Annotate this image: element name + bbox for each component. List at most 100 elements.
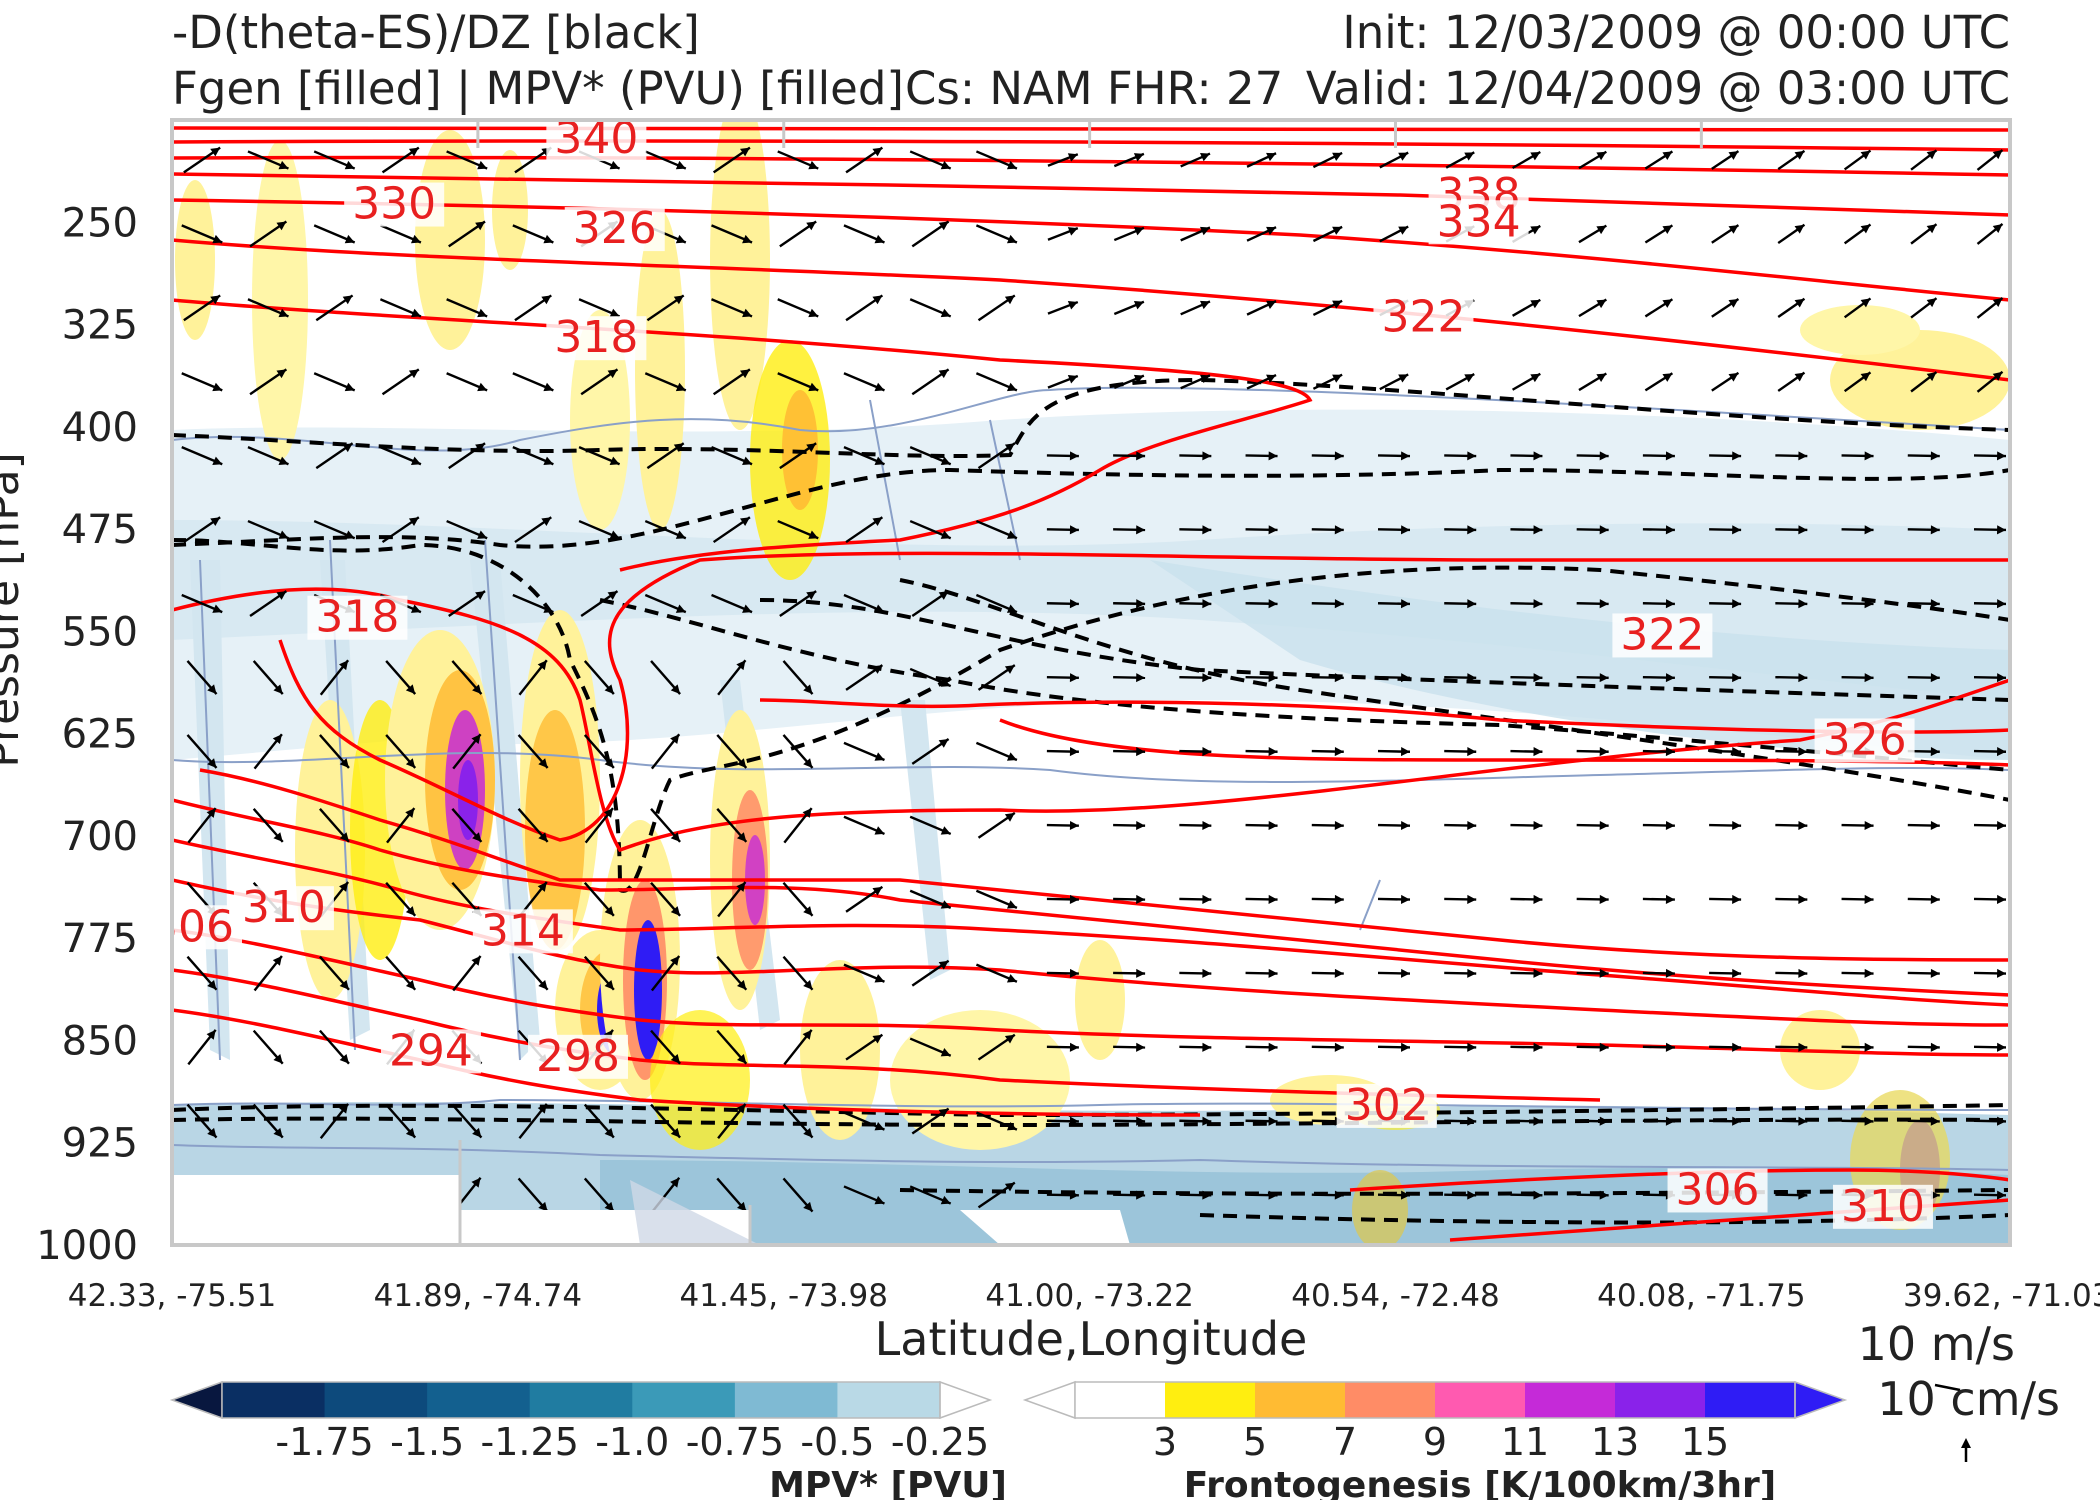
wind-vector-head <box>940 678 951 687</box>
wind-vector-head <box>1004 1034 1015 1044</box>
wind-vector-head <box>1332 300 1343 309</box>
wind-vector-head <box>472 832 482 842</box>
wind-vector-head <box>1930 820 1940 831</box>
colorbar-segment <box>1705 1382 1796 1418</box>
wind-vector-head <box>1533 1116 1543 1126</box>
wind-vector-head <box>1467 1190 1477 1200</box>
wind-vector-head <box>736 1103 746 1114</box>
wind-vector-head <box>803 980 813 990</box>
wind-vector-head <box>607 369 618 379</box>
wind-vector-head <box>1067 374 1078 384</box>
wind-vector-head <box>1996 968 2006 978</box>
wind-vector-head <box>1136 599 1146 609</box>
colorbar-segment <box>1435 1382 1526 1418</box>
wind-vector-head <box>210 517 221 526</box>
theta-label: 330 <box>352 179 436 230</box>
wind-vector-head <box>1996 820 2006 831</box>
wind-vector-head <box>940 1195 951 1205</box>
wind-vector-head <box>938 369 949 379</box>
title-line-2: Fgen [filled] | MPV* (PVU) [filled] <box>172 62 904 115</box>
wind-vector-head <box>543 604 554 613</box>
wind-vector-head <box>806 591 817 600</box>
wind-vector-head <box>339 1103 349 1114</box>
theta-label: 298 <box>536 1031 620 1082</box>
wind-vector-head <box>273 1053 283 1064</box>
wind-vector-head <box>273 832 283 842</box>
wind-vector-head <box>405 906 416 916</box>
wind-vector-head <box>1202 1116 1212 1126</box>
wind-vector-head <box>1864 820 1874 831</box>
wind-vector-head <box>1398 152 1409 161</box>
wind-vector-head <box>410 604 421 613</box>
wind-vector-head <box>278 530 289 539</box>
wind-vector-head <box>1794 372 1805 382</box>
theta-label-bg <box>344 182 445 227</box>
wind-vector-head <box>1599 747 1609 757</box>
wind-vector-head <box>940 1048 951 1057</box>
theta-label-bg <box>1814 718 1915 763</box>
valid-time: Valid: 12/04/2009 @ 03:00 UTC <box>1305 62 2010 115</box>
wind-vector-head <box>1136 525 1146 535</box>
wind-vector-head <box>1334 1042 1344 1052</box>
theta-label: 310 <box>1841 1181 1925 1232</box>
wind-vector-head <box>1992 297 2003 307</box>
wind-vector-head <box>1006 234 1017 244</box>
y-tick-label: 325 <box>62 303 138 349</box>
vector-ref-vertical-arrow <box>1961 1438 1971 1462</box>
wind-vector-head <box>737 980 747 990</box>
wind-vector-head <box>874 1121 885 1131</box>
wind-vector-head <box>740 147 750 157</box>
frontogenesis-shading <box>175 120 2010 1245</box>
wind-vector-head <box>1067 301 1078 310</box>
wind-vector-head <box>472 1127 482 1138</box>
wind-vector-head <box>1199 300 1210 310</box>
wind-vector-head <box>1926 372 1937 382</box>
colorbar-segment <box>1255 1382 1346 1418</box>
wind-vector-head <box>1006 604 1017 613</box>
colorbar-tick-label: 5 <box>1243 1420 1267 1464</box>
wind-vector-head <box>603 808 614 818</box>
wind-vector-head <box>1665 525 1675 535</box>
wind-vector-head <box>1864 525 1874 535</box>
wind-vector-head <box>1732 525 1742 535</box>
wind-vector-head <box>273 684 283 695</box>
wind-vector-head <box>1133 300 1144 310</box>
wind-vector-head <box>1004 295 1015 305</box>
wind-vector-head <box>1069 599 1079 609</box>
wind-vector-head <box>1798 747 1808 757</box>
wind-vector-head <box>1069 1116 1079 1126</box>
wind-vector-head <box>940 456 951 465</box>
wind-vector-head <box>874 1195 885 1205</box>
wind-vector-head <box>604 980 614 990</box>
wind-vector-head <box>1599 673 1609 683</box>
wind-vector-head <box>1533 1042 1543 1052</box>
wind-vector-head <box>1996 747 2006 757</box>
wind-vector-head <box>1732 1116 1742 1126</box>
wind-vector-head <box>604 1127 614 1138</box>
wind-vector-head <box>477 530 488 539</box>
wind-vector-head <box>1202 894 1212 904</box>
theta-label-bg <box>1428 200 1529 245</box>
wind-vector-head <box>670 734 680 744</box>
colorbar-tick-label: -0.75 <box>686 1420 784 1464</box>
wind-vector-head <box>1860 298 1871 308</box>
wind-vector-head <box>1732 894 1742 904</box>
wind-vector-head <box>1599 1042 1609 1052</box>
wind-vector-head <box>206 1029 216 1040</box>
wind-vector-head <box>1599 451 1609 461</box>
wind-vector-head <box>1069 451 1079 461</box>
colorbar-tick-label: 11 <box>1501 1420 1549 1464</box>
wind-vector-head <box>541 295 552 305</box>
wind-vector-head <box>471 734 481 744</box>
wind-vector-head <box>1266 374 1277 383</box>
wind-vector-head <box>344 160 355 170</box>
wind-vector-head <box>742 234 753 244</box>
wind-vector-head <box>940 826 951 835</box>
x-tick-label: 42.33, -75.51 <box>68 1278 276 1314</box>
wind-vector-head <box>802 808 812 818</box>
wind-vector-head <box>475 591 486 600</box>
wind-vector-head <box>405 684 416 695</box>
wind-vector-head <box>1665 673 1675 683</box>
